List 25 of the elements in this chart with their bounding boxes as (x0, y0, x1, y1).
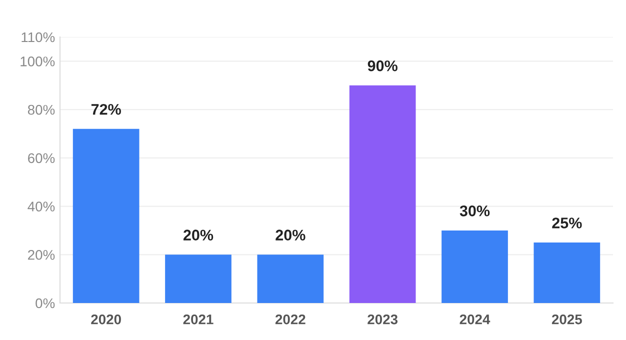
data-label: 20% (183, 230, 214, 241)
y-tick-label: 40% (28, 202, 55, 212)
x-tick-label: 2022 (275, 314, 306, 324)
y-tick-label: 100% (20, 56, 55, 66)
data-label: 90% (368, 60, 398, 72)
bar (257, 254, 324, 303)
y-tick-label: 80% (28, 104, 55, 115)
y-tick-label: 110% (22, 32, 55, 42)
data-label: 30% (460, 206, 490, 216)
x-tick-label: 2023 (368, 314, 398, 324)
bar (349, 85, 416, 303)
bar (72, 128, 140, 303)
x-tick-label: 2025 (552, 314, 582, 324)
x-tick-label: 2020 (91, 314, 121, 324)
bar (442, 230, 508, 303)
bar (534, 242, 600, 303)
y-tick-label: 0% (36, 298, 55, 308)
data-label: 20% (276, 230, 306, 241)
data-label: 25% (552, 218, 582, 228)
bar (165, 254, 232, 303)
data-label: 72% (91, 104, 121, 115)
y-tick-label: 60% (28, 153, 55, 164)
x-tick-label: 2024 (460, 314, 490, 324)
y-tick-label: 20% (28, 250, 55, 260)
x-tick-label: 2021 (183, 314, 214, 324)
